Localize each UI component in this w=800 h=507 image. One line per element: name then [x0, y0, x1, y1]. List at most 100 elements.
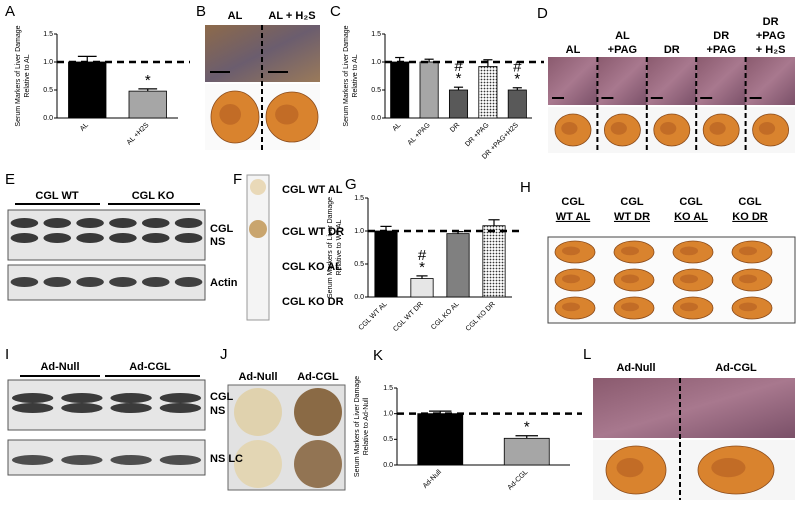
panel-letter: L — [583, 346, 591, 363]
label: + H₂S — [756, 44, 786, 56]
bar — [417, 413, 464, 466]
band — [109, 277, 137, 287]
y-tick-label: 0.0 — [371, 115, 381, 122]
x-tick-label: CGL WT DR — [392, 301, 424, 333]
y-tick-label: 1.0 — [43, 59, 53, 66]
label: CGL — [738, 196, 762, 208]
y-tick-label: 0.0 — [354, 294, 364, 301]
well — [294, 388, 342, 436]
x-tick-label: CGL WT AL — [358, 301, 389, 332]
label: DR — [664, 44, 680, 56]
band — [43, 218, 72, 228]
label: CGL WT — [35, 190, 78, 202]
x-tick-label: AL +PAG — [407, 122, 432, 147]
label: NS — [210, 405, 225, 417]
liver-shade — [621, 274, 639, 284]
label: CGL — [561, 196, 585, 208]
band — [10, 277, 39, 287]
band — [76, 233, 104, 243]
y-tick-label: 1.5 — [354, 195, 364, 202]
label: Ad-Null — [616, 362, 655, 374]
x-tick-label: AL +H2S — [126, 122, 151, 147]
panel-letter: B — [196, 3, 206, 20]
band — [61, 393, 103, 403]
liver-shade — [739, 246, 757, 256]
y-tick-label: 0.5 — [371, 87, 381, 94]
liver-shade — [219, 104, 241, 125]
liver-shade — [739, 274, 757, 284]
y-tick-label: 1.5 — [43, 31, 53, 38]
strip — [246, 174, 270, 321]
bar — [390, 61, 410, 119]
liver-shade — [621, 246, 639, 256]
liver-shade — [561, 121, 578, 135]
band — [11, 455, 54, 465]
x-tick-label: Ad-Null — [422, 468, 443, 489]
label: Ad-CGL — [129, 361, 171, 373]
liver-shade — [562, 246, 580, 256]
label: CGL — [210, 391, 234, 403]
label: CGL WT DR — [282, 226, 344, 238]
bar — [446, 233, 470, 298]
label: CGL — [679, 196, 703, 208]
bar — [374, 230, 398, 298]
liver-shade — [616, 458, 644, 478]
y-axis-label: Relative to AL — [24, 54, 31, 97]
band — [159, 455, 202, 465]
liver-shade — [680, 302, 698, 312]
well — [234, 440, 282, 488]
blot — [7, 209, 206, 261]
liver-shade — [621, 302, 639, 312]
x-tick-label: AL — [79, 122, 90, 133]
label: +PAG — [756, 30, 785, 42]
label: KO DR — [732, 211, 768, 223]
label: DR — [763, 16, 779, 28]
label: Actin — [210, 277, 238, 289]
liver-shade — [709, 121, 726, 135]
annotation: * — [145, 72, 151, 89]
liver-shade — [680, 246, 698, 256]
y-axis-label: Relative to WT AL — [336, 219, 343, 275]
x-tick-label: CGL KO AL — [430, 301, 461, 332]
band — [10, 233, 39, 243]
spot — [249, 220, 267, 238]
y-axis-label: Relative to Ad-Null — [363, 397, 370, 455]
liver-shade — [711, 458, 746, 478]
band — [110, 393, 152, 403]
y-tick-label: 0.0 — [383, 462, 393, 469]
bar — [503, 437, 550, 466]
label: KO AL — [674, 211, 708, 223]
band — [174, 277, 203, 287]
band — [110, 403, 152, 413]
band — [141, 233, 170, 243]
label: NS LC — [210, 453, 243, 465]
y-tick-label: 0.5 — [383, 436, 393, 443]
y-tick-label: 0.5 — [43, 87, 53, 94]
panel-letter: I — [5, 346, 9, 363]
annotation: * — [419, 259, 425, 276]
y-tick-label: 1.5 — [383, 385, 393, 392]
label: AL — [615, 30, 630, 42]
band — [11, 393, 54, 403]
band — [174, 233, 203, 243]
band — [159, 403, 202, 413]
y-axis-label: Relative to AL — [352, 54, 359, 97]
label: DR — [713, 30, 729, 42]
label: AL — [228, 10, 243, 22]
liver-shade — [275, 104, 299, 125]
band — [61, 455, 103, 465]
annotation: # — [418, 247, 427, 264]
label: AL + H₂S — [268, 10, 315, 22]
label: CGL KO AL — [282, 261, 342, 273]
label: CGL KO — [132, 190, 175, 202]
label: +PAG — [608, 44, 637, 56]
liver-shade — [562, 274, 580, 284]
liver-shade — [660, 121, 677, 135]
band — [109, 233, 137, 243]
panel-letter: H — [520, 179, 531, 196]
x-tick-label: CGL KO DR — [465, 301, 497, 333]
y-tick-label: 0.5 — [354, 261, 364, 268]
label: AL — [566, 44, 581, 56]
